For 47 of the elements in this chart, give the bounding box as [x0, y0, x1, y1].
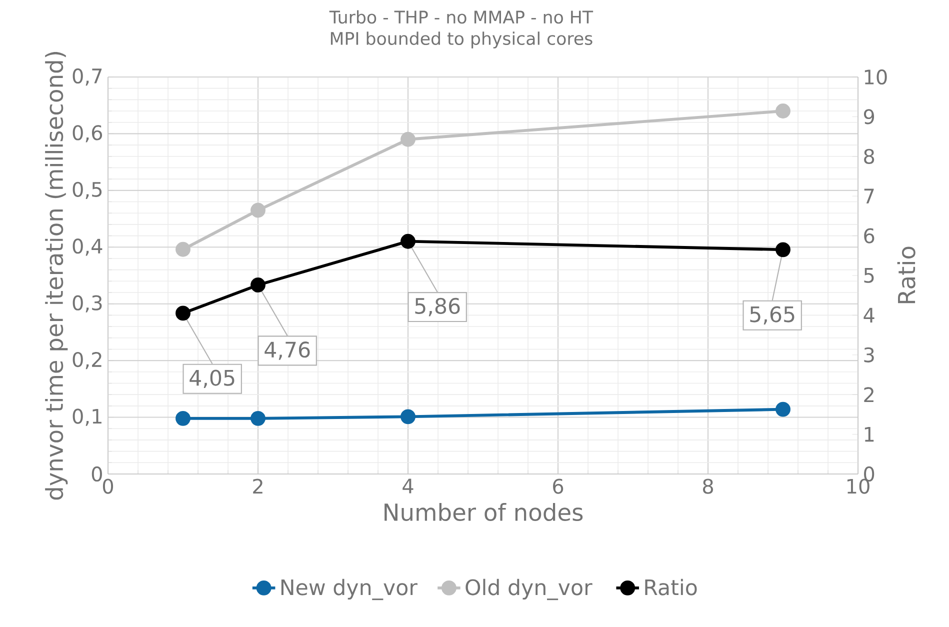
chart-title: Turbo - THP - no MMAP - no HT	[329, 10, 594, 24]
y-tick-label: 0,7	[72, 68, 102, 86]
data-label: 5,86	[415, 298, 460, 316]
point	[776, 402, 790, 417]
y-tick-label: 0,6	[72, 125, 102, 142]
y-tick-label: 0	[92, 466, 102, 482]
data-label: 5,65	[750, 306, 794, 325]
x-tick-label: 6	[553, 478, 564, 494]
x-tick-label: 0	[102, 478, 114, 494]
x-tick-label: 2	[253, 478, 262, 494]
y-tick-label: 0,4	[72, 238, 102, 256]
y2-tick-label: 4	[864, 308, 874, 322]
x-tick-label: 4	[402, 478, 414, 494]
point	[176, 410, 190, 426]
chart-subtitle: MPI bounded to physical cores	[330, 32, 592, 48]
y2-axis-title: Ratio	[897, 246, 916, 304]
y-axis-title: dynvor time per iteration (millisecond)	[45, 52, 68, 500]
y2-tick-label: 5	[864, 268, 874, 283]
data-label: 4,05	[190, 370, 234, 388]
point	[776, 242, 790, 258]
point	[176, 306, 190, 321]
point	[250, 278, 266, 292]
y2-tick-label: 8	[864, 148, 874, 164]
y-tick-label: 0,5	[72, 182, 102, 199]
point	[250, 410, 266, 426]
y2-tick-label: 10	[864, 69, 887, 85]
point	[776, 104, 790, 118]
legend-label: New dyn_vor	[281, 578, 418, 600]
legend-label: Old dyn_vor	[466, 578, 592, 600]
y2-tick-label: 9	[864, 109, 874, 124]
y2-tick-label: 1	[864, 427, 874, 442]
point	[400, 409, 416, 424]
y2-tick-label: 2	[864, 387, 874, 402]
point	[400, 234, 416, 249]
y-tick-label: 0,1	[72, 408, 102, 426]
point	[250, 202, 266, 218]
y-tick-label: 0,2	[72, 352, 102, 370]
y2-tick-label: 6	[864, 228, 874, 244]
y2-tick-label: 7	[864, 188, 874, 204]
y2-tick-label: 3	[864, 347, 874, 362]
legend-label: Ratio	[645, 578, 697, 596]
y-tick-label: 0,3	[72, 295, 102, 312]
point	[400, 132, 416, 147]
x-tick-label: 8	[703, 478, 713, 494]
point	[176, 242, 190, 257]
x-axis-title: Number of nodes	[384, 502, 583, 522]
data-label: 4,76	[264, 342, 310, 360]
